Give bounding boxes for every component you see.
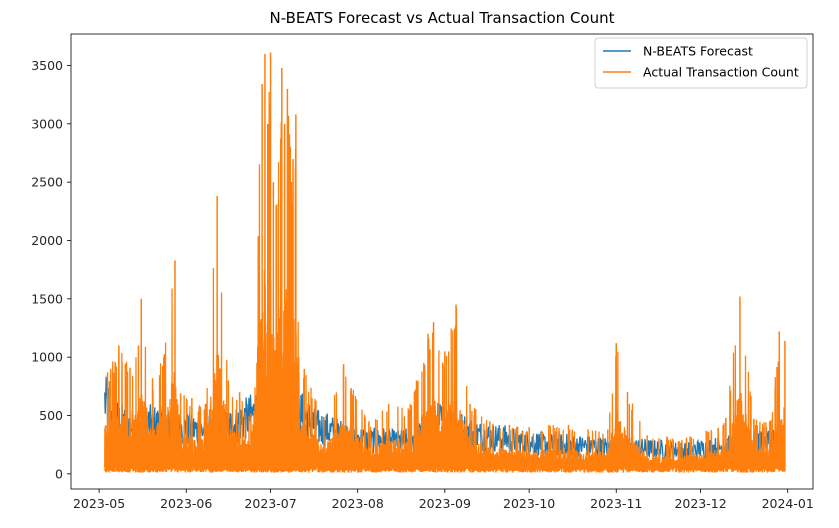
x-tick-label: 2023-05 xyxy=(73,496,125,511)
y-tick-label: 2000 xyxy=(31,233,63,248)
y-tick-label: 2500 xyxy=(31,175,63,190)
plot-frame xyxy=(70,33,814,490)
x-tick-label: 2023-10 xyxy=(503,496,555,511)
chart-title: N-BEATS Forecast vs Actual Transaction C… xyxy=(270,9,615,27)
legend-box xyxy=(594,37,808,89)
y-axis: 0 500 1000 1500 2000 2500 3000 3500 xyxy=(31,58,71,481)
x-tick-label: 2024-01 xyxy=(762,496,814,511)
legend-label-forecast: N-BEATS Forecast xyxy=(643,44,753,59)
x-axis: 2023-05 2023-06 2023-07 2023-08 2023-09 2023-… xyxy=(73,489,814,511)
y-tick-label: 0 xyxy=(55,466,63,481)
legend: N-BEATS Forecast Actual Transaction Coun… xyxy=(594,37,808,89)
series-layer xyxy=(104,52,786,473)
x-tick-label: 2023-07 xyxy=(244,496,296,511)
x-tick-label: 2023-12 xyxy=(674,496,726,511)
x-tick-label: 2023-09 xyxy=(419,496,471,511)
x-tick-label: 2023-06 xyxy=(160,496,212,511)
x-tick-label: 2023-11 xyxy=(590,496,642,511)
y-tick-label: 3000 xyxy=(31,116,63,131)
y-tick-label: 3500 xyxy=(31,58,63,73)
y-tick-label: 500 xyxy=(39,408,63,423)
x-tick-label: 2023-08 xyxy=(332,496,384,511)
y-tick-label: 1000 xyxy=(31,350,63,365)
y-tick-label: 1500 xyxy=(31,291,63,306)
legend-label-actual: Actual Transaction Count xyxy=(643,65,799,80)
